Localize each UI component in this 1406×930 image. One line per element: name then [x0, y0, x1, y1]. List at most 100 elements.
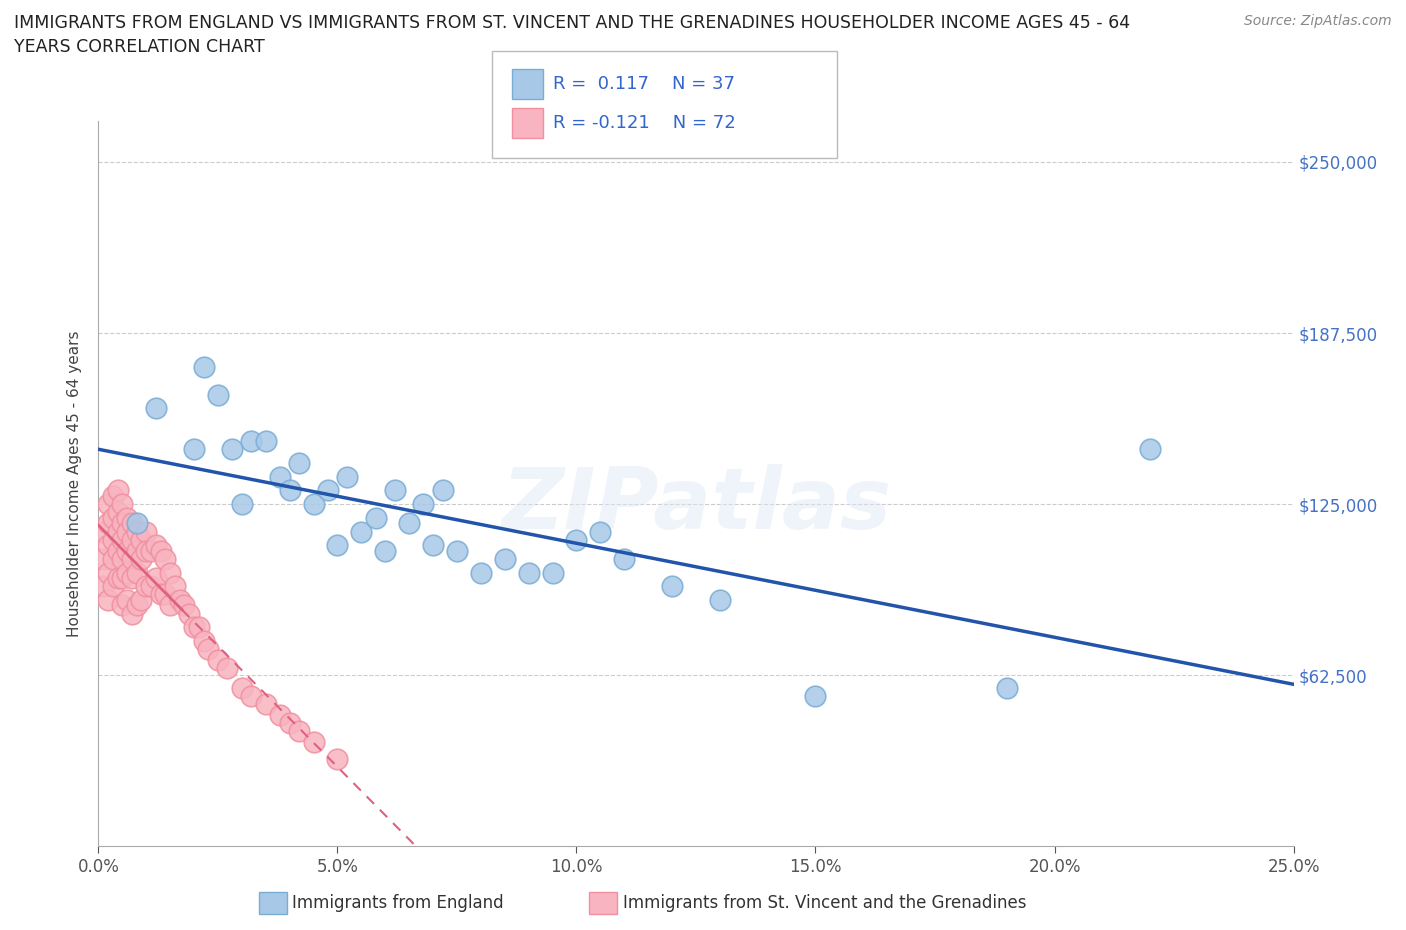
- Point: [326, 751, 349, 766]
- Point: [121, 606, 143, 621]
- Point: [101, 488, 124, 503]
- Point: [111, 516, 134, 531]
- Point: [121, 532, 143, 547]
- Text: IMMIGRANTS FROM ENGLAND VS IMMIGRANTS FROM ST. VINCENT AND THE GRENADINES HOUSEH: IMMIGRANTS FROM ENGLAND VS IMMIGRANTS FR…: [14, 14, 1130, 56]
- Point: [221, 442, 243, 457]
- Point: [163, 578, 186, 593]
- Point: [97, 592, 120, 607]
- Point: [197, 642, 219, 657]
- Point: [517, 565, 540, 580]
- Point: [159, 598, 181, 613]
- Point: [254, 433, 277, 448]
- Point: [183, 442, 205, 457]
- Point: [193, 360, 215, 375]
- Point: [139, 543, 162, 558]
- Text: Immigrants from England: Immigrants from England: [292, 894, 505, 912]
- Point: [278, 716, 301, 731]
- Point: [111, 571, 134, 586]
- Point: [135, 525, 157, 539]
- Point: [804, 688, 827, 703]
- Point: [125, 598, 148, 613]
- Point: [107, 525, 129, 539]
- Point: [121, 571, 143, 586]
- Point: [115, 525, 138, 539]
- Point: [115, 592, 138, 607]
- Point: [115, 511, 138, 525]
- Point: [155, 551, 177, 566]
- Point: [91, 578, 114, 593]
- Point: [111, 497, 134, 512]
- Point: [115, 565, 138, 580]
- Point: [101, 578, 124, 593]
- Point: [97, 565, 120, 580]
- Point: [155, 587, 177, 602]
- Point: [278, 483, 301, 498]
- Point: [187, 620, 209, 635]
- Point: [269, 470, 291, 485]
- Point: [422, 538, 444, 552]
- Point: [288, 724, 311, 738]
- Point: [125, 543, 148, 558]
- Point: [125, 565, 148, 580]
- Point: [240, 688, 263, 703]
- Point: [269, 708, 291, 723]
- Point: [240, 433, 263, 448]
- Text: ZIPatlas: ZIPatlas: [501, 464, 891, 547]
- Point: [470, 565, 492, 580]
- Point: [384, 483, 406, 498]
- Point: [131, 551, 153, 566]
- Point: [374, 543, 396, 558]
- Point: [135, 578, 157, 593]
- Point: [316, 483, 339, 498]
- Point: [709, 592, 731, 607]
- Point: [139, 578, 162, 593]
- Point: [207, 653, 229, 668]
- Text: Immigrants from St. Vincent and the Grenadines: Immigrants from St. Vincent and the Gren…: [623, 894, 1026, 912]
- Point: [432, 483, 454, 498]
- Point: [131, 532, 153, 547]
- Point: [111, 598, 134, 613]
- Point: [302, 735, 325, 750]
- Point: [217, 661, 239, 676]
- Point: [159, 565, 181, 580]
- Point: [101, 511, 124, 525]
- Point: [91, 551, 114, 566]
- Point: [254, 697, 277, 711]
- Point: [101, 551, 124, 566]
- Point: [125, 516, 148, 531]
- Point: [231, 680, 253, 695]
- Point: [97, 497, 120, 512]
- Point: [97, 516, 120, 531]
- Point: [1139, 442, 1161, 457]
- Point: [111, 551, 134, 566]
- Point: [145, 401, 167, 416]
- Point: [121, 551, 143, 566]
- Point: [149, 543, 172, 558]
- Point: [107, 505, 129, 520]
- Point: [589, 525, 612, 539]
- Point: [661, 578, 683, 593]
- Point: [446, 543, 468, 558]
- Point: [231, 497, 253, 512]
- Point: [145, 538, 167, 552]
- Point: [107, 483, 129, 498]
- Point: [302, 497, 325, 512]
- Point: [398, 516, 420, 531]
- Point: [107, 571, 129, 586]
- Text: R =  0.117    N = 37: R = 0.117 N = 37: [553, 74, 734, 93]
- Point: [111, 532, 134, 547]
- Point: [541, 565, 564, 580]
- Point: [494, 551, 516, 566]
- Point: [179, 606, 201, 621]
- Point: [336, 470, 359, 485]
- Text: Source: ZipAtlas.com: Source: ZipAtlas.com: [1244, 14, 1392, 28]
- Point: [169, 592, 191, 607]
- Point: [288, 456, 311, 471]
- Point: [207, 387, 229, 402]
- Point: [364, 511, 387, 525]
- Point: [183, 620, 205, 635]
- Point: [995, 680, 1018, 695]
- Point: [193, 633, 215, 648]
- Point: [121, 516, 143, 531]
- Point: [613, 551, 636, 566]
